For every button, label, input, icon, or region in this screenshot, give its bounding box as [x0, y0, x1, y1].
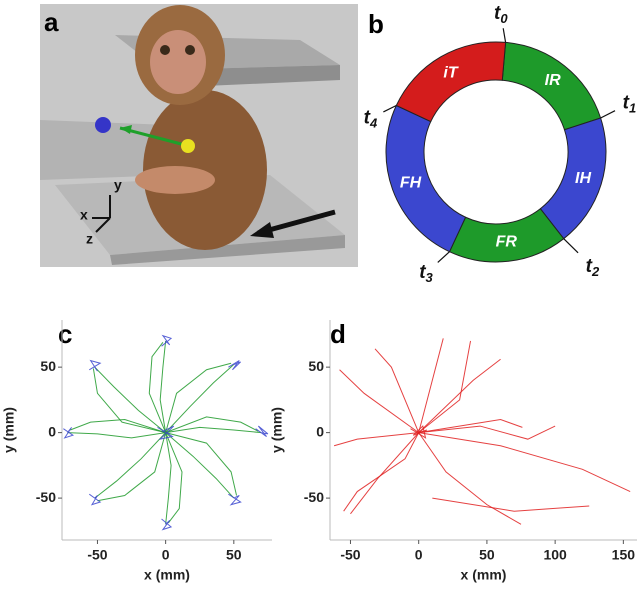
x-tick-label: 50 [226, 547, 242, 563]
trajectory [165, 432, 238, 496]
time-symbol: t [364, 107, 371, 128]
trajectory [88, 493, 102, 506]
trajectory [418, 432, 522, 525]
trajectory [418, 419, 523, 434]
time-symbol: t [623, 92, 630, 113]
segment-label: iT [443, 64, 458, 81]
time-label: t4 [364, 107, 378, 130]
trajectory [339, 369, 419, 434]
trajectory [418, 338, 444, 433]
time-symbol: t [586, 256, 593, 277]
y-tick-label: 50 [40, 358, 56, 374]
trajectory [94, 432, 167, 499]
segment-label: IR [545, 72, 561, 89]
panel-letter: b [368, 9, 384, 39]
x-tick-label: 100 [543, 547, 567, 563]
scene: y x z [40, 4, 358, 267]
trajectory [374, 348, 420, 433]
time-leader [502, 28, 507, 43]
time-leader [437, 251, 450, 263]
y-tick-label: 0 [316, 423, 324, 439]
trajectory [418, 432, 631, 493]
time-label: t1 [623, 92, 637, 115]
x-axis-label: x (mm) [461, 567, 507, 583]
y-axis-label: y (mm) [1, 407, 17, 453]
segment-label: FH [400, 174, 422, 191]
time-subscript: 0 [500, 12, 508, 27]
axis-name: y [114, 177, 122, 193]
time-subscript: 4 [369, 116, 378, 131]
y-axis-label: y (mm) [269, 407, 285, 453]
trajectory [165, 432, 172, 525]
x-axis-label: x (mm) [144, 567, 190, 583]
trajectory [159, 340, 167, 433]
trajectory [432, 497, 590, 512]
axis-name: x [80, 207, 88, 223]
ring-segment [395, 41, 507, 123]
panel-letter: c [58, 319, 72, 349]
trajectory [67, 432, 166, 439]
time-symbol: t [419, 262, 426, 283]
trajectory [350, 432, 420, 515]
x-tick-label: 50 [479, 547, 495, 563]
trajectory [165, 426, 262, 434]
time-leader [563, 238, 579, 254]
axis-name: z [86, 231, 93, 247]
time-subscript: 3 [426, 271, 434, 286]
x-tick-label: -50 [87, 547, 107, 563]
panel-letter: a [44, 7, 59, 37]
time-label: t0 [494, 3, 508, 26]
trajectory [165, 364, 235, 433]
x-tick-label: -50 [340, 547, 360, 563]
trajectory [148, 341, 167, 433]
trajectory [333, 432, 419, 447]
time-label: t2 [586, 256, 600, 279]
trajectory [89, 359, 102, 372]
y-tick-label: 50 [308, 358, 324, 374]
y-tick-label: -50 [304, 489, 324, 505]
time-leader [383, 104, 397, 113]
trajectory [255, 425, 269, 437]
trajectory [157, 425, 175, 441]
x-tick-label: 150 [612, 547, 636, 563]
x-tick-label: 0 [162, 547, 170, 563]
trajectory [165, 416, 259, 434]
trajectory [161, 334, 173, 347]
trajectory [97, 432, 167, 502]
time-subscript: 2 [591, 264, 600, 279]
time-label: t3 [419, 262, 433, 285]
ring-segment [385, 104, 467, 253]
time-subscript: 1 [629, 101, 636, 116]
trajectory [165, 432, 183, 524]
trajectory [92, 368, 166, 434]
trajectory [165, 362, 232, 433]
trajectory [70, 419, 166, 434]
time-symbol: t [494, 3, 501, 24]
segment-label: FR [496, 234, 518, 251]
trajectory [343, 432, 420, 512]
segment-label: IH [575, 170, 591, 187]
trajectory [161, 518, 173, 531]
plots: -50 0 50 -50 0 50 x (mm) y (mm) -50 0 50 100 150 -50 0… [1, 320, 637, 583]
time-leader [600, 110, 616, 119]
x-tick-label: 0 [415, 547, 423, 563]
trajectory [228, 360, 241, 371]
panel-letter: d [330, 319, 346, 349]
y-tick-label: -50 [36, 489, 56, 505]
y-tick-label: 0 [48, 423, 56, 439]
trajectory [228, 493, 242, 506]
trajectory [165, 432, 235, 499]
trajectory [418, 358, 501, 433]
trajectory [418, 425, 556, 440]
trajectory [94, 366, 166, 434]
trajectory [63, 427, 75, 439]
trajectory [418, 340, 472, 434]
